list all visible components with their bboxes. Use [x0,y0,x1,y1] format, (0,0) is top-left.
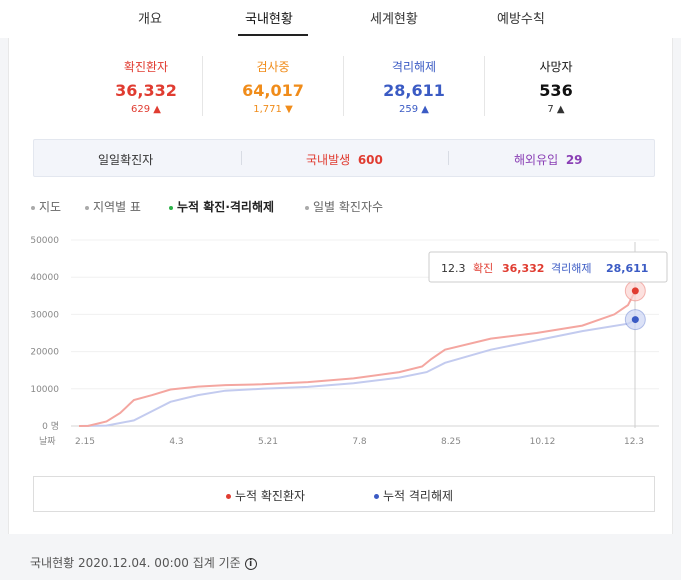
stat-divider [202,56,203,116]
legend-item-confirmed[interactable]: 누적 확진환자 [226,487,305,504]
y-tick-label: 10000 [30,385,59,395]
cumulative-line-chart: 0 명 10000 20000 30000 40000 50000 날짜 2.15 4.3 5.… [30,236,668,447]
bullet-icon [31,205,35,210]
tooltip-date: 12.3 [441,262,466,275]
chart-tooltip: 12.3 확진 36,332 격리해제 28,611 [428,251,668,283]
overseas-inflow-value: 29 [565,153,583,167]
stat-delta: 259 [399,104,419,115]
x-tick-label: 7.8 [352,437,367,447]
stat-testing: 검사중 64,017 1,771 ▼ [203,58,343,115]
stat-divider [343,56,344,116]
up-arrow-icon: ▲ [153,104,161,115]
mode-cumulative[interactable]: 누적 확진·격리해제 [169,198,274,215]
stat-delta: 1,771 [253,104,282,115]
active-tab-underline [238,34,308,36]
x-tick-label: 10.12 [530,437,556,447]
x-tick-label: 4.3 [169,437,183,447]
released-line [78,318,636,427]
stat-label: 사망자 [539,60,573,74]
daily-confirmed-label: 일일확진자 [98,153,154,167]
released-end-marker [624,309,646,331]
stat-label: 검사중 [256,60,290,74]
daily-confirmed-bar: 일일확진자 국내발생 600 해외유입 29 [33,139,655,177]
legend-label: 누적 격리해제 [383,489,454,503]
up-arrow-icon: ▲ [556,104,565,115]
legend-dot-icon [226,494,231,499]
legend-item-released[interactable]: 누적 격리해제 [374,487,453,504]
y-tick-label: 50000 [30,236,59,246]
bullet-icon [305,205,309,210]
down-arrow-icon: ▼ [285,104,293,115]
mode-label: 지역별 표 [93,200,141,214]
stat-value: 28,611 [383,81,445,100]
x-tick-label: 8.25 [441,437,461,447]
x-tick-label: 12.3 [624,437,644,447]
overseas-inflow-label: 해외유입 [514,153,559,167]
bullet-icon [169,205,173,210]
footer-note: 국내현황 2020.12.04. 00:00 집계 기준 i [30,554,257,571]
stat-label: 격리해제 [391,60,437,74]
legend-label: 누적 확진환자 [235,489,306,503]
stat-confirmed: 확진환자 36,332 629 ▲ [76,58,216,115]
confirmed-line [78,290,637,427]
sub-divider [448,151,449,165]
tooltip-released-value: 28,611 [606,262,648,275]
sub-divider [241,151,242,165]
mode-region-table[interactable]: 지역별 표 [85,198,141,215]
overseas-inflow: 해외유입 29 [514,151,583,168]
stat-delta: 7 [547,104,554,115]
domestic-status-card: 확진환자 36,332 629 ▲ 검사중 64,017 1,771 ▼ 격리해… [8,38,673,534]
stat-deaths: 사망자 536 7 ▲ [486,58,626,115]
tab-world[interactable]: 세계현황 [370,12,418,27]
tooltip-released-label: 격리해제 [551,261,591,275]
footer-text: 국내현황 2020.12.04. 00:00 집계 기준 [30,556,241,570]
stat-label: 확진환자 [123,60,169,74]
y-tick-label: 40000 [30,273,59,283]
chart-legend: 누적 확진환자 누적 격리해제 [33,476,655,512]
bullet-icon [85,205,89,210]
stat-divider [484,56,485,116]
domestic-outbreak-label: 국내발생 [306,153,351,167]
mode-label: 지도 [39,200,62,214]
tooltip-confirmed-value: 36,332 [502,262,544,275]
tab-domestic[interactable]: 국내현황 [245,12,293,27]
x-axis-title: 날짜 [39,436,56,447]
tab-prevention[interactable]: 예방수칙 [497,12,545,27]
y-tick-label: 0 명 [42,421,59,432]
mode-label: 누적 확진·격리해제 [177,200,275,214]
stat-released: 격리해제 28,611 259 ▲ [344,58,484,115]
y-tick-label: 20000 [30,348,59,358]
info-icon[interactable]: i [244,557,257,570]
confirmed-end-marker [624,280,646,302]
legend-dot-icon [374,494,379,499]
tab-overview[interactable]: 개요 [138,12,162,27]
stat-value: 36,332 [115,81,177,100]
y-axis-labels: 0 명 10000 20000 30000 40000 50000 [30,236,59,432]
up-arrow-icon: ▲ [421,104,429,115]
stat-value: 64,017 [242,81,304,100]
stat-value: 536 [539,81,573,100]
mode-label: 일별 확진자수 [313,200,384,214]
stat-delta: 629 [131,104,151,115]
y-tick-label: 30000 [30,310,59,320]
domestic-outbreak-value: 600 [357,153,383,167]
tooltip-confirmed-label: 확진 [473,262,493,275]
x-axis-labels: 날짜 2.15 4.3 5.21 7.8 8.25 10.12 12.3 [39,436,644,447]
top-tab-bar: 개요 국내현황 세계현황 예방수칙 [0,0,681,38]
domestic-outbreak: 국내발생 600 [306,151,383,168]
mode-daily[interactable]: 일별 확진자수 [305,198,383,215]
x-tick-label: 5.21 [258,437,278,447]
mode-map[interactable]: 지도 [31,198,61,215]
x-tick-label: 2.15 [75,437,95,447]
